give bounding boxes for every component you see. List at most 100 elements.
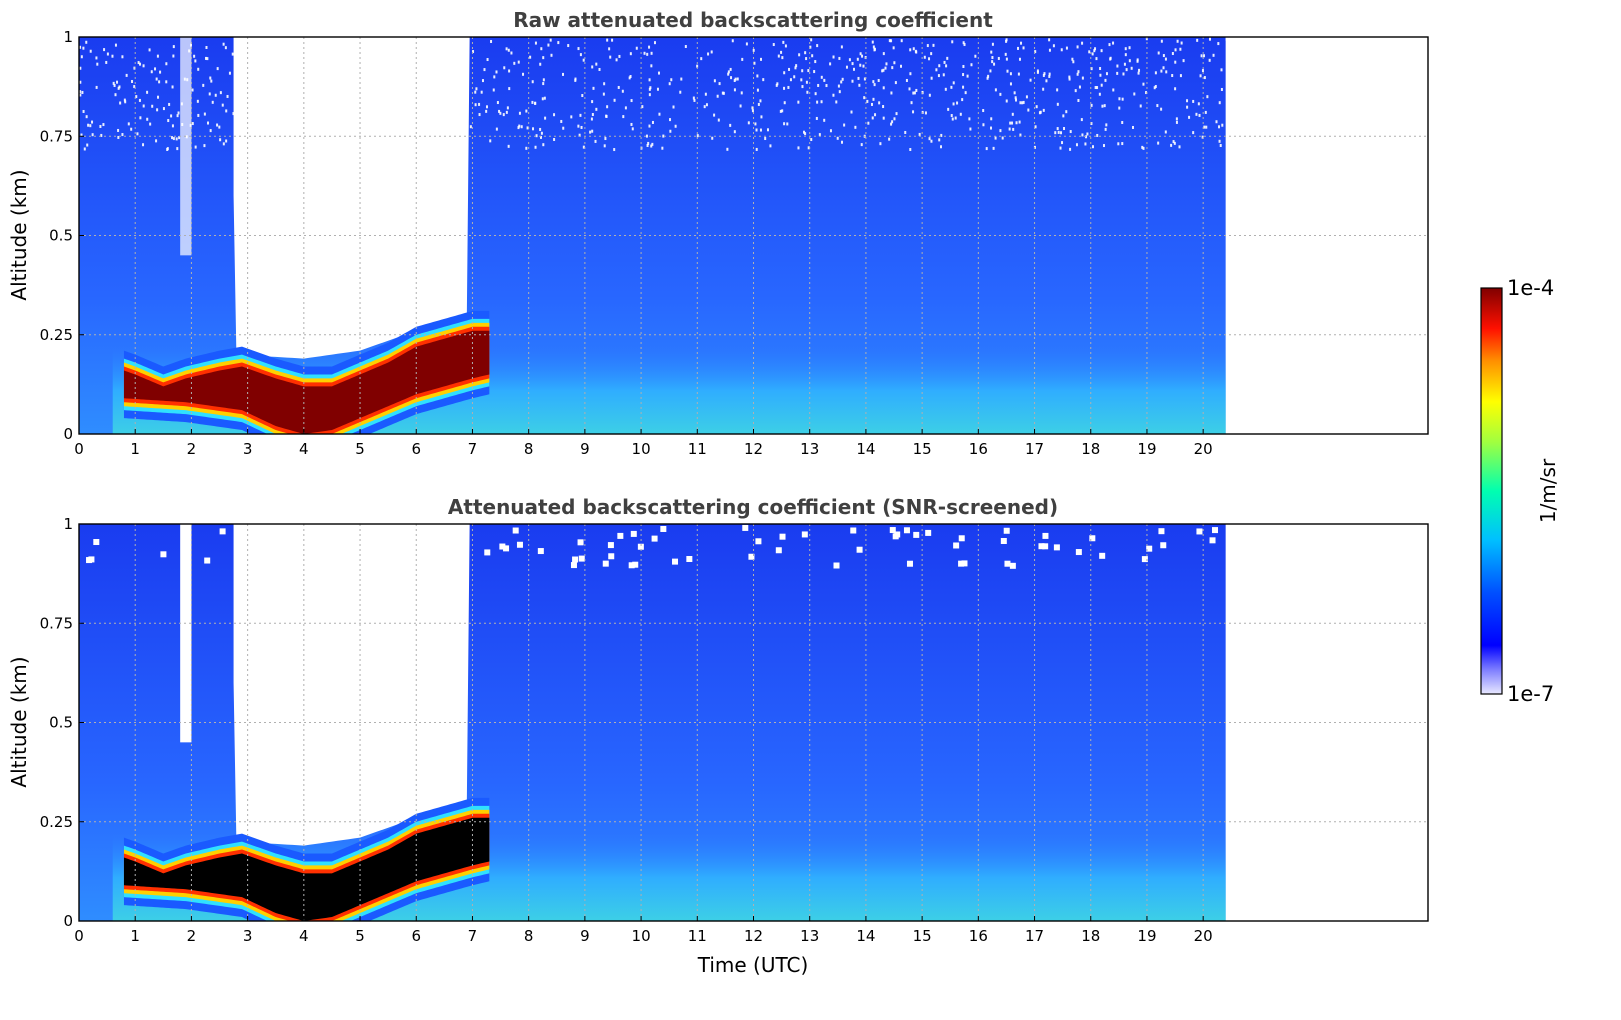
noise-speck (867, 121, 870, 125)
noise-speck (811, 54, 814, 58)
x-tick-label: 8 (524, 440, 534, 458)
noise-speck (969, 127, 972, 131)
noise-speck (1068, 77, 1071, 81)
x-tick-label: 10 (632, 440, 651, 458)
noise-speck (1017, 72, 1020, 76)
noise-speck (1121, 97, 1124, 101)
noise-speck (1104, 127, 1107, 131)
screened-gap (88, 556, 95, 563)
noise-speck (1201, 135, 1204, 139)
noise-speck (508, 87, 511, 91)
screened-gap (632, 561, 639, 568)
noise-speck (807, 146, 810, 150)
noise-speck (838, 56, 841, 60)
screened-gap (953, 542, 960, 549)
colorbar: 1e-4 1e-7 1/m/sr (1480, 276, 1560, 706)
noise-speck (175, 137, 178, 141)
noise-speck (1192, 99, 1195, 103)
noise-speck (149, 122, 152, 126)
noise-speck (751, 106, 754, 110)
noise-speck (783, 86, 786, 90)
noise-speck (618, 54, 621, 58)
screened-gap (1146, 545, 1153, 552)
noise-speck (486, 58, 489, 62)
x-tick-label: 9 (580, 927, 590, 945)
noise-speck (783, 101, 786, 105)
clear-column (180, 524, 192, 743)
noise-speck (994, 136, 997, 140)
noise-speck (890, 39, 893, 43)
noise-speck (1220, 68, 1223, 72)
noise-speck (1160, 69, 1163, 73)
noise-speck (658, 71, 661, 75)
screened-gap (503, 545, 510, 552)
noise-speck (1176, 39, 1179, 43)
noise-speck (505, 110, 508, 114)
noise-speck (823, 118, 826, 122)
noise-speck (118, 85, 121, 89)
noise-speck (133, 66, 136, 70)
noise-speck (1019, 101, 1022, 105)
noise-speck (882, 116, 885, 120)
noise-speck (197, 113, 200, 117)
noise-speck (1090, 67, 1093, 71)
screened-gap (577, 539, 584, 546)
noise-speck (85, 115, 88, 119)
noise-speck (872, 97, 875, 101)
noise-speck (781, 109, 784, 113)
x-tick-label: 6 (411, 927, 421, 945)
noise-speck (871, 40, 874, 44)
noise-speck (166, 147, 169, 151)
noise-speck (522, 72, 525, 76)
noise-speck (499, 111, 502, 115)
noise-speck (873, 47, 876, 51)
noise-speck (836, 136, 839, 140)
noise-speck (643, 51, 646, 55)
noise-speck (138, 98, 141, 102)
noise-speck (91, 120, 94, 124)
noise-speck (490, 39, 493, 43)
noise-speck (797, 100, 800, 104)
x-tick-label: 16 (969, 440, 988, 458)
noise-speck (582, 58, 585, 62)
noise-speck (784, 44, 787, 48)
noise-speck (951, 40, 954, 44)
noise-speck (722, 91, 725, 95)
noise-speck (105, 60, 108, 64)
noise-speck (755, 147, 758, 151)
x-tick-label: 1 (130, 440, 140, 458)
noise-speck (176, 147, 179, 151)
noise-speck (913, 91, 916, 95)
noise-speck (549, 38, 552, 42)
noise-speck (909, 148, 912, 152)
noise-speck (1072, 60, 1075, 64)
layer-edge-red (123, 326, 490, 434)
noise-speck (990, 126, 993, 130)
noise-speck (214, 93, 217, 97)
noise-speck (668, 82, 671, 86)
noise-speck (814, 92, 817, 96)
noise-speck (832, 93, 835, 97)
noise-speck (882, 68, 885, 72)
noise-speck (939, 145, 942, 149)
noise-speck (1011, 121, 1014, 125)
noise-speck (1178, 145, 1181, 149)
noise-speck (1142, 146, 1145, 150)
noise-speck (224, 46, 227, 50)
noise-speck (999, 129, 1002, 133)
clear-region (233, 37, 470, 359)
noise-speck (641, 105, 644, 109)
grid-lines (79, 524, 1428, 921)
noise-speck (1022, 100, 1025, 104)
screened-gap (516, 541, 523, 548)
noise-speck (1202, 54, 1205, 58)
noise-speck (991, 42, 994, 46)
y-tick-label: 0.75 (40, 614, 73, 632)
noise-speck (726, 147, 729, 151)
noise-speck (542, 78, 545, 82)
noise-speck (544, 116, 547, 120)
screened-gap (1209, 537, 1216, 544)
noise-speck (1065, 110, 1068, 114)
screened-gap (578, 555, 585, 562)
noise-speck (117, 135, 120, 139)
